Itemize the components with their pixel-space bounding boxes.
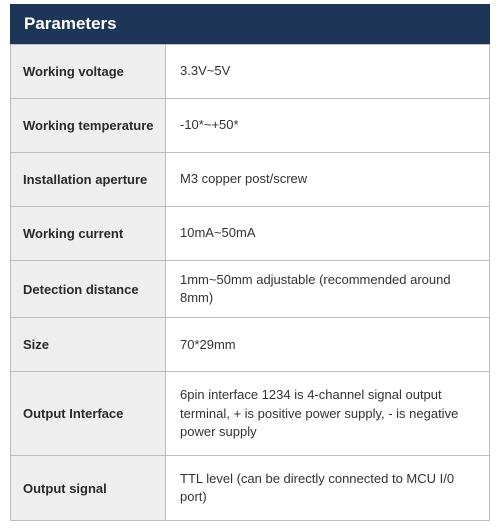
param-value: M3 copper post/screw xyxy=(166,153,490,207)
param-label: Working current xyxy=(11,207,166,261)
param-value: 6pin interface 1234 is 4-channel signal … xyxy=(166,372,490,456)
param-value: TTL level (can be directly connected to … xyxy=(166,455,490,520)
table-row: Working voltage 3.3V~5V xyxy=(11,45,490,99)
param-value: 3.3V~5V xyxy=(166,45,490,99)
table-row: Size 70*29mm xyxy=(11,318,490,372)
param-label: Working voltage xyxy=(11,45,166,99)
parameters-table: Working voltage 3.3V~5V Working temperat… xyxy=(10,44,490,521)
param-label: Installation aperture xyxy=(11,153,166,207)
parameters-panel: Parameters Working voltage 3.3V~5V Worki… xyxy=(0,0,500,531)
table-row: Output signal TTL level (can be directly… xyxy=(11,455,490,520)
table-row: Output Interface 6pin interface 1234 is … xyxy=(11,372,490,456)
param-value: 70*29mm xyxy=(166,318,490,372)
table-row: Working temperature -10*~+50* xyxy=(11,99,490,153)
table-row: Working current 10mA~50mA xyxy=(11,207,490,261)
param-value: 10mA~50mA xyxy=(166,207,490,261)
panel-header: Parameters xyxy=(10,4,490,44)
param-label: Size xyxy=(11,318,166,372)
panel-title: Parameters xyxy=(24,14,117,33)
param-value: -10*~+50* xyxy=(166,99,490,153)
param-label: Output signal xyxy=(11,455,166,520)
param-value: 1mm~50mm adjustable (recommended around … xyxy=(166,261,490,318)
param-label: Working temperature xyxy=(11,99,166,153)
table-row: Detection distance 1mm~50mm adjustable (… xyxy=(11,261,490,318)
param-label: Output Interface xyxy=(11,372,166,456)
param-label: Detection distance xyxy=(11,261,166,318)
table-row: Installation aperture M3 copper post/scr… xyxy=(11,153,490,207)
